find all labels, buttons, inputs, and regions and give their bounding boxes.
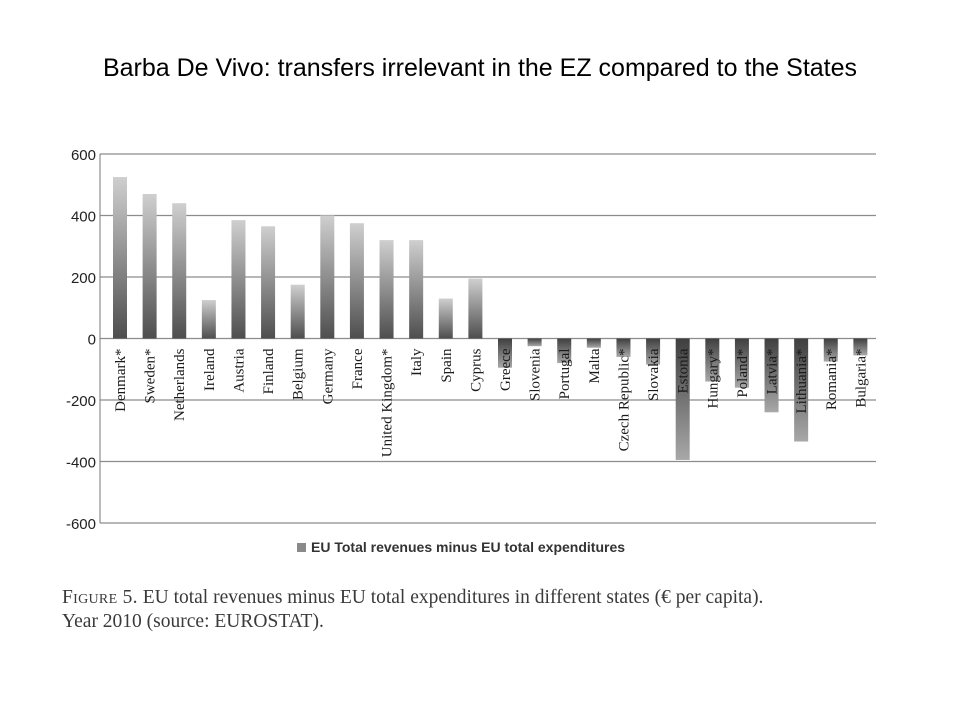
bar <box>705 338 720 382</box>
x-tick-label: Bulgaria* <box>853 349 869 408</box>
y-tick-label: -200 <box>66 393 96 410</box>
x-tick-label: Belgium <box>291 348 307 400</box>
bar <box>616 338 631 357</box>
x-tick-label: Malta <box>587 348 603 383</box>
bar <box>113 177 127 339</box>
bar <box>438 298 453 339</box>
bar <box>646 338 661 365</box>
x-tick-label: Romania* <box>824 349 840 411</box>
legend-swatch <box>297 543 306 552</box>
x-tick-label: Greece <box>498 348 514 391</box>
x-tick-label: Spain <box>439 348 455 383</box>
x-tick-label: Ireland <box>202 348 218 391</box>
bar <box>675 338 690 460</box>
x-tick-label: Finland <box>261 348 277 394</box>
bar-chart: 600 400 200 0 -200 -400 -600 Denmark* Sweden* Ne… <box>66 147 876 555</box>
bar <box>379 240 394 339</box>
x-tick-label: Estonia <box>676 348 692 393</box>
legend: EU Total revenues minus EU total expendi… <box>297 539 625 555</box>
bar <box>320 215 335 339</box>
bar <box>734 338 749 388</box>
x-tick-label: Poland* <box>735 349 751 398</box>
figure-label: Figure 5. <box>62 587 138 608</box>
bar <box>794 338 809 442</box>
x-tick-label: France <box>350 348 366 389</box>
slide-title: Barba De Vivo: transfers irrelevant in t… <box>102 54 858 82</box>
bar <box>853 338 868 356</box>
bar <box>823 338 838 362</box>
x-tick-label: Austria <box>231 348 247 393</box>
bar <box>409 240 424 339</box>
bar <box>527 338 542 347</box>
bar <box>468 278 483 339</box>
x-tick-label: Denmark* <box>113 349 129 412</box>
bar <box>261 226 276 339</box>
x-tick-label: Cyprus <box>468 348 484 392</box>
bar <box>172 203 187 339</box>
x-tick-label: Latvia* <box>765 349 781 395</box>
bar <box>349 223 364 339</box>
bar <box>764 338 779 413</box>
x-tick-label: Sweden* <box>143 349 159 404</box>
x-tick-label: Portugal <box>557 349 573 400</box>
x-tick-label: United Kingdom* <box>380 349 396 458</box>
gridlines <box>99 153 876 524</box>
x-tick-label: Germany <box>320 348 336 404</box>
bar <box>290 284 305 339</box>
y-axis-ticks: 600 400 200 0 -200 -400 -600 <box>66 147 96 533</box>
bar <box>498 338 512 368</box>
legend-label: EU Total revenues minus EU total expendi… <box>311 539 625 555</box>
y-tick-label: 0 <box>88 332 96 349</box>
bars <box>113 177 868 460</box>
y-tick-label: 400 <box>71 209 96 226</box>
y-tick-label: -400 <box>66 455 96 472</box>
bar <box>201 300 216 339</box>
y-tick-label: -600 <box>66 516 96 533</box>
bar <box>231 220 246 339</box>
figure-caption: Figure 5. EU total revenues minus EU tot… <box>62 586 942 634</box>
x-axis-labels: Denmark* Sweden* Netherlands Ireland Austria… <box>113 348 869 457</box>
bar <box>142 193 157 339</box>
x-tick-label: Lithuania* <box>794 349 810 414</box>
x-tick-label: Italy <box>409 348 425 376</box>
y-tick-label: 200 <box>71 270 96 287</box>
y-tick-label: 600 <box>71 147 96 164</box>
figure-caption-text: EU total revenues minus EU total expendi… <box>142 587 764 608</box>
x-tick-label: Hungary* <box>705 349 721 409</box>
bar <box>586 338 601 348</box>
x-tick-label: Slovenia <box>528 348 544 401</box>
x-tick-label: Slovakia <box>646 348 662 401</box>
figure-caption-source: Year 2010 (source: EUROSTAT). <box>62 611 324 632</box>
bar <box>557 338 572 364</box>
x-tick-label: Czech Republic* <box>616 349 632 452</box>
x-tick-label: Netherlands <box>172 348 188 421</box>
